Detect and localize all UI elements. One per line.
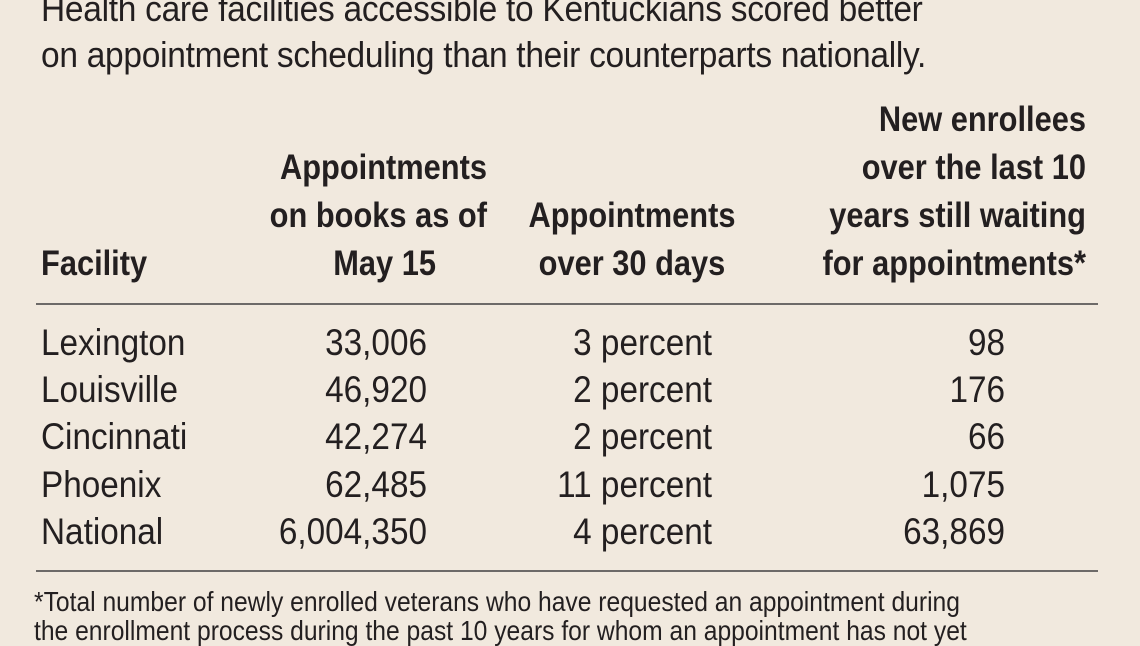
footnote-line: *Total number of newly enrolled veterans… bbox=[34, 586, 960, 617]
new-enrollees-waiting-cell: 63,869 bbox=[903, 511, 1005, 552]
appointments-on-books-cell: 42,274 bbox=[325, 416, 427, 457]
header-line: Appointments bbox=[528, 196, 736, 235]
header-line: Facility bbox=[41, 244, 148, 283]
header-line: on books as of bbox=[269, 196, 487, 235]
header-line: over the last 10 bbox=[861, 148, 1086, 187]
header-line: for appointments* bbox=[822, 244, 1086, 283]
header-divider bbox=[36, 303, 1098, 305]
appointments-over-30-cell: 2 percent bbox=[573, 416, 712, 457]
intro-text: Health care facilities accessible to Ken… bbox=[41, 0, 1045, 78]
table-row: National 6,004,350 4 percent 63,869 bbox=[0, 508, 1140, 555]
footnote-divider bbox=[36, 570, 1098, 572]
table-row: Louisville 46,920 2 percent 176 bbox=[0, 366, 1140, 413]
appointments-over-30-cell: 2 percent bbox=[573, 369, 712, 410]
footnote: *Total number of newly enrolled veterans… bbox=[34, 587, 1002, 645]
appointments-over-30-cell: 4 percent bbox=[573, 511, 712, 552]
appointments-over-30-cell: 3 percent bbox=[573, 322, 712, 363]
header-line: over 30 days bbox=[538, 244, 726, 283]
facility-cell: Lexington bbox=[41, 322, 186, 363]
appointments-on-books-cell: 62,485 bbox=[325, 464, 427, 505]
facility-cell: National bbox=[41, 511, 164, 552]
intro-line: Health care facilities accessible to Ken… bbox=[41, 0, 923, 29]
header-appointments-over-30-days: Appointments over 30 days bbox=[516, 192, 748, 288]
facility-cell: Louisville bbox=[41, 369, 178, 410]
facility-cell: Phoenix bbox=[41, 464, 162, 505]
new-enrollees-waiting-cell: 98 bbox=[967, 322, 1005, 363]
appointments-on-books-cell: 33,006 bbox=[325, 322, 427, 363]
footnote-line: the enrollment process during the past 1… bbox=[34, 615, 967, 646]
appointments-on-books-cell: 6,004,350 bbox=[278, 511, 427, 552]
appointments-on-books-cell: 46,920 bbox=[325, 369, 427, 410]
header-line: years still waiting bbox=[829, 196, 1086, 235]
table-row: Lexington 33,006 3 percent 98 bbox=[0, 319, 1140, 366]
header-line: New enrollees bbox=[878, 100, 1086, 139]
header-line: May 15 bbox=[333, 244, 436, 283]
facility-cell: Cincinnati bbox=[41, 416, 188, 457]
intro-line: on appointment scheduling than their cou… bbox=[41, 34, 927, 75]
new-enrollees-waiting-cell: 1,075 bbox=[921, 464, 1005, 505]
header-new-enrollees-waiting: New enrollees over the last 10 years sti… bbox=[764, 96, 1086, 288]
header-facility: Facility bbox=[41, 240, 147, 288]
header-line: Appointments bbox=[279, 148, 487, 187]
appointments-over-30-cell: 11 percent bbox=[557, 464, 712, 505]
header-appointments-on-books: Appointments on books as of May 15 bbox=[217, 144, 487, 288]
new-enrollees-waiting-cell: 66 bbox=[967, 416, 1005, 457]
table-row: Cincinnati 42,274 2 percent 66 bbox=[0, 413, 1140, 460]
table-row: Phoenix 62,485 11 percent 1,075 bbox=[0, 461, 1140, 508]
new-enrollees-waiting-cell: 176 bbox=[949, 369, 1005, 410]
